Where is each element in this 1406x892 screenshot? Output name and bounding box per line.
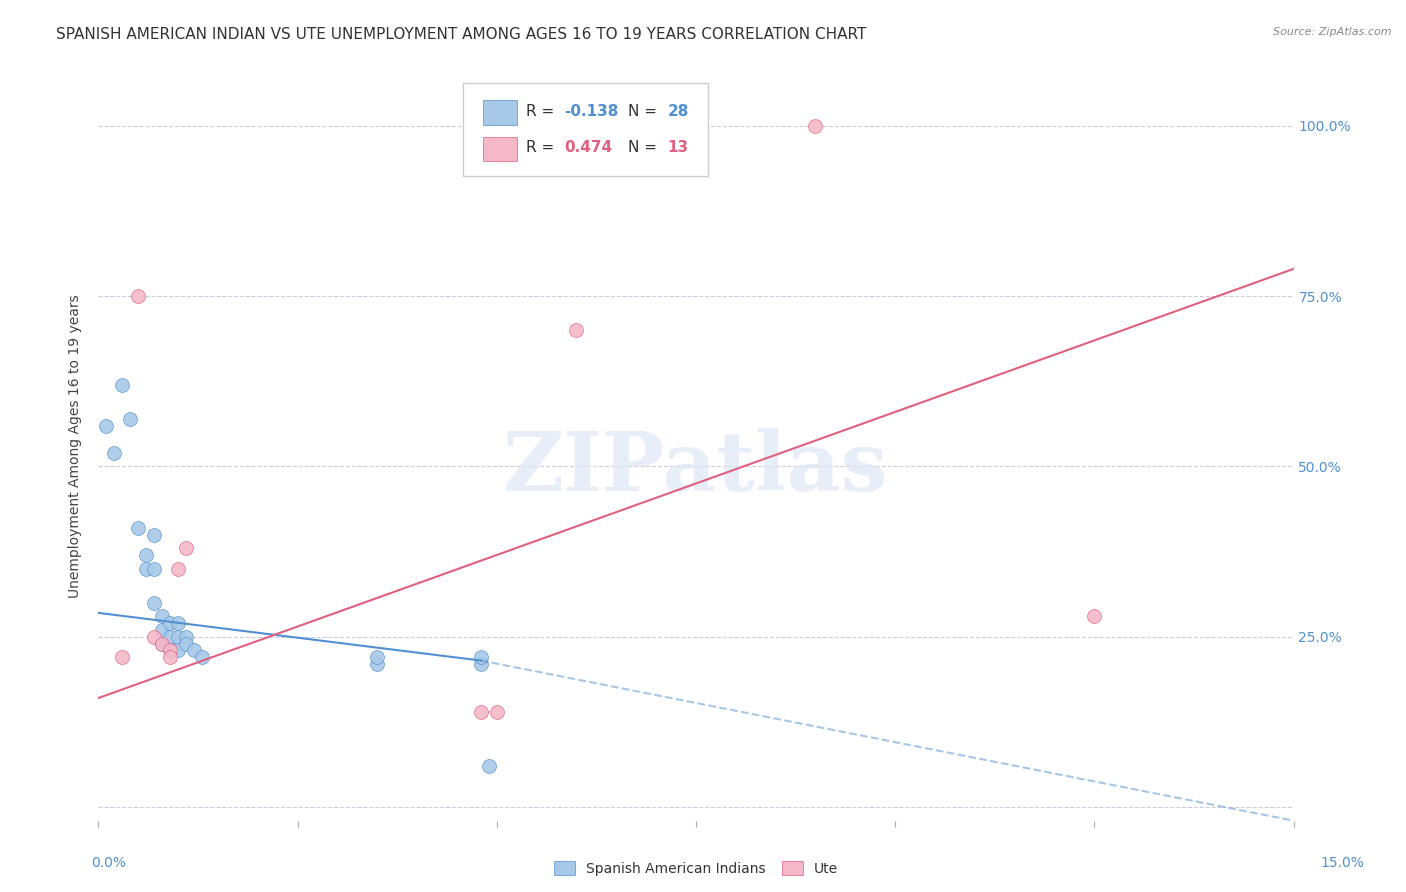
Point (1083, 609, 1105, 624)
Point (150, 636, 173, 650)
Point (366, 657, 388, 671)
Point (143, 630, 166, 644)
Point (470, 657, 492, 671)
Point (143, 596, 166, 610)
Point (191, 650, 214, 665)
Text: 0.0%: 0.0% (91, 855, 127, 870)
Text: N =: N = (628, 103, 662, 119)
Point (174, 541, 197, 556)
Point (366, 650, 388, 665)
Point (120, 411, 142, 425)
Point (167, 561, 190, 575)
Point (103, 446, 125, 460)
Point (143, 561, 166, 575)
Point (135, 548, 157, 562)
Text: 0.474: 0.474 (565, 140, 613, 155)
Point (159, 630, 181, 644)
Point (111, 377, 134, 392)
Point (135, 561, 157, 575)
Bar (484, 136, 517, 161)
Point (143, 527, 166, 541)
Point (150, 623, 173, 637)
Y-axis label: Unemployment Among Ages 16 to 19 years: Unemployment Among Ages 16 to 19 years (69, 294, 83, 598)
Point (167, 643, 190, 657)
Point (470, 705, 492, 719)
Point (159, 643, 181, 657)
Text: 15.0%: 15.0% (1320, 855, 1364, 870)
Text: ZIPatlas: ZIPatlas (503, 428, 889, 508)
Point (150, 609, 173, 624)
Point (127, 521, 149, 535)
Text: N =: N = (628, 140, 662, 155)
Legend: Spanish American Indians, Ute: Spanish American Indians, Ute (548, 855, 844, 881)
Text: 28: 28 (668, 103, 689, 119)
Point (159, 643, 181, 657)
Point (159, 650, 181, 665)
Bar (484, 100, 517, 125)
Point (565, 323, 588, 337)
Point (150, 636, 173, 650)
Text: Source: ZipAtlas.com: Source: ZipAtlas.com (1274, 27, 1392, 37)
Text: SPANISH AMERICAN INDIAN VS UTE UNEMPLOYMENT AMONG AGES 16 TO 19 YEARS CORRELATIO: SPANISH AMERICAN INDIAN VS UTE UNEMPLOYM… (56, 27, 866, 42)
Point (470, 650, 492, 665)
Text: -0.138: -0.138 (565, 103, 619, 119)
Point (478, 759, 501, 773)
Text: 13: 13 (668, 140, 689, 155)
Point (174, 630, 197, 644)
FancyBboxPatch shape (463, 83, 709, 177)
Point (111, 650, 134, 665)
Point (96, 418, 118, 433)
Point (167, 630, 190, 644)
Text: R =: R = (526, 140, 560, 155)
Point (174, 636, 197, 650)
Text: R =: R = (526, 103, 560, 119)
Point (127, 289, 149, 303)
Point (183, 643, 205, 657)
Point (485, 705, 508, 719)
Point (167, 616, 190, 631)
Point (804, 119, 827, 133)
Point (159, 616, 181, 631)
